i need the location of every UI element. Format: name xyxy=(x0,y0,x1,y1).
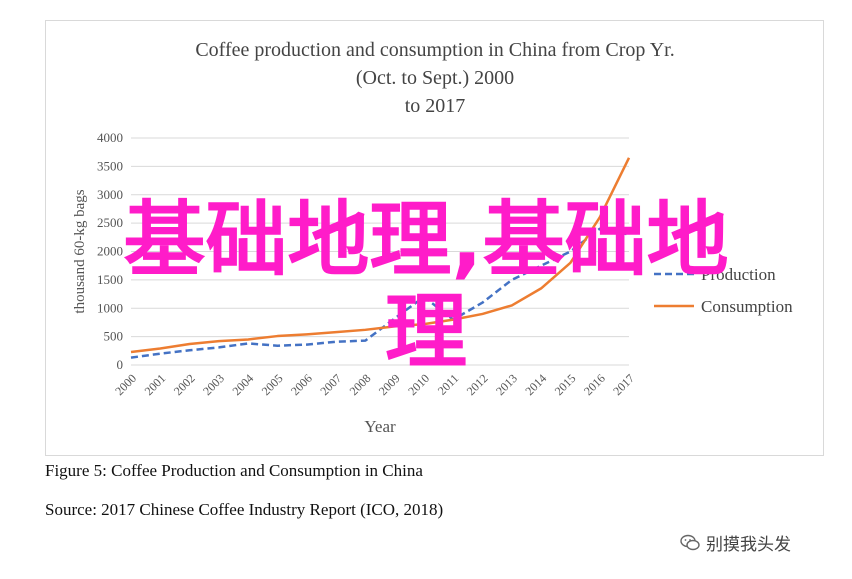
x-tick-label: 2017 xyxy=(610,371,637,398)
x-tick-label: 2014 xyxy=(522,371,549,398)
x-tick-label: 2013 xyxy=(493,371,520,398)
x-axis-label: Year xyxy=(364,417,396,436)
chart-frame: Coffee production and consumption in Chi… xyxy=(45,20,824,456)
chart-title-line: to 2017 xyxy=(405,95,466,117)
legend-label-production: Production xyxy=(701,265,776,284)
x-tick-label: 2011 xyxy=(435,371,462,398)
source-caption: Source: 2017 Chinese Coffee Industry Rep… xyxy=(45,500,444,519)
wechat-account-tag[interactable]: 别摸我头发 xyxy=(680,530,791,555)
wechat-account-label: 别摸我头发 xyxy=(706,535,791,555)
x-tick-label: 2005 xyxy=(259,371,286,398)
x-tick-label: 2012 xyxy=(464,371,491,398)
x-tick-label: 2004 xyxy=(229,371,256,398)
series-line-consumption xyxy=(130,157,631,354)
x-tick-label: 2001 xyxy=(142,371,169,398)
y-tick-label: 3500 xyxy=(97,158,123,173)
x-tick-label: 2000 xyxy=(112,371,139,398)
x-tick-label: 2015 xyxy=(552,371,579,398)
x-tick-label: 2007 xyxy=(317,371,344,398)
figure-caption: Figure 5: Coffee Production and Consumpt… xyxy=(45,461,423,480)
legend-label-consumption: Consumption xyxy=(701,297,793,316)
x-tick-label: 2003 xyxy=(200,371,227,398)
x-tick-label: 2009 xyxy=(376,371,403,398)
y-tick-label: 1500 xyxy=(97,272,123,287)
y-tick-label: 500 xyxy=(104,329,124,344)
y-tick-label: 2500 xyxy=(97,215,123,230)
wechat-icon xyxy=(680,534,700,551)
x-tick-label: 2002 xyxy=(171,371,198,398)
x-tick-label: 2016 xyxy=(581,371,608,398)
x-tick-label: 2006 xyxy=(288,371,315,398)
x-tick-label: 2008 xyxy=(347,371,374,398)
y-tick-label: 1000 xyxy=(97,300,123,315)
chart-svg: Coffee production and consumption in Chi… xyxy=(72,39,793,436)
y-tick-label: 4000 xyxy=(97,130,123,145)
y-tick-label: 3000 xyxy=(97,187,123,202)
series-line-production xyxy=(130,227,630,359)
chart-title-line: Coffee production and consumption in Chi… xyxy=(195,39,674,61)
y-tick-label: 0 xyxy=(117,357,124,372)
chart-title-line: (Oct. to Sept.) 2000 xyxy=(356,67,514,89)
y-tick-label: 2000 xyxy=(97,244,123,259)
y-axis-label: thousand 60-kg bags xyxy=(72,189,88,313)
x-tick-label: 2010 xyxy=(405,371,432,398)
